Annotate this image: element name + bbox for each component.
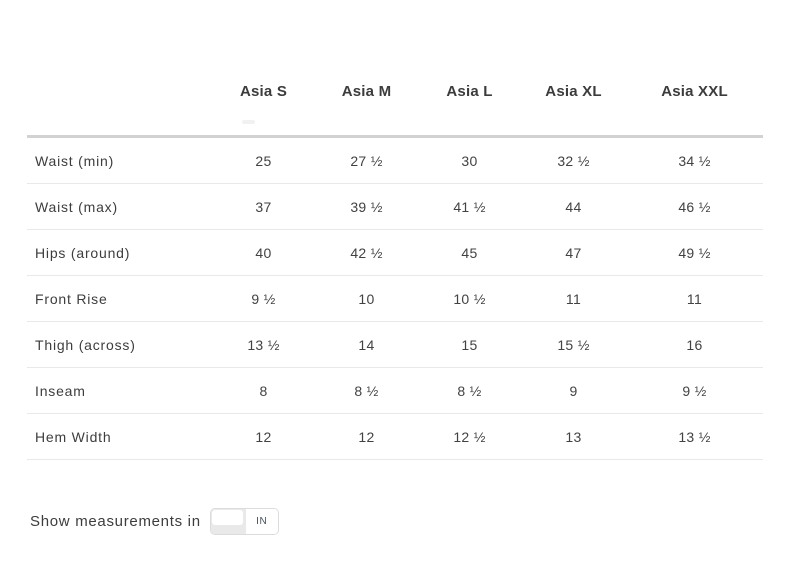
row-label: Front Rise <box>35 290 108 307</box>
measurement-value: 8 ½ <box>457 382 482 399</box>
measurement-value: 12 <box>255 428 272 445</box>
measurement-value: 27 ½ <box>350 152 383 169</box>
measurement-value: 41 ½ <box>453 198 486 215</box>
table-row-hips: Hips (around) 40 42 ½ 45 47 49 ½ <box>27 230 763 276</box>
column-header-asia-s: Asia S <box>239 83 288 100</box>
column-header-asia-xxl: Asia XXL <box>661 83 728 100</box>
column-header-asia-l: Asia L <box>446 83 493 100</box>
measurement-value: 12 ½ <box>453 428 486 445</box>
size-chart-table: Asia S Asia M Asia L Asia XL Asia XXL Wa… <box>27 78 763 535</box>
measurement-value: 9 <box>569 382 578 399</box>
measurement-value: 15 ½ <box>557 336 590 353</box>
row-label: Waist (min) <box>35 152 115 169</box>
measurement-value: 15 <box>461 336 478 353</box>
measurement-value: 16 <box>686 336 703 353</box>
unit-option-in[interactable]: IN <box>245 508 278 534</box>
header-spacer <box>27 78 212 83</box>
measurement-value: 9 ½ <box>251 290 276 307</box>
unit-toggle[interactable]: IN <box>209 507 279 535</box>
measurement-value: 45 <box>461 244 478 261</box>
unit-option-left[interactable] <box>210 508 246 534</box>
column-header-asia-xl: Asia XL <box>545 83 602 100</box>
measurement-value: 30 <box>461 152 478 169</box>
row-label: Waist (max) <box>35 198 118 215</box>
measurement-value: 12 <box>358 428 375 445</box>
table-row-waist-min: Waist (min) 25 27 ½ 30 32 ½ 34 ½ <box>27 138 763 184</box>
table-row-thigh: Thigh (across) 13 ½ 14 15 15 ½ 16 <box>27 322 763 368</box>
measurement-value: 9 ½ <box>682 382 707 399</box>
measurement-value: 44 <box>565 198 582 215</box>
table-row-front-rise: Front Rise 9 ½ 10 10 ½ 11 11 <box>27 276 763 322</box>
show-measurements-label: Show measurements in <box>30 512 201 530</box>
measurement-value: 37 <box>255 198 272 215</box>
row-label: Thigh (across) <box>35 336 136 353</box>
measurement-value: 11 <box>565 290 582 307</box>
row-label: Hips (around) <box>35 244 131 261</box>
unit-selector-row: Show measurements in IN <box>30 507 763 535</box>
measurement-value: 49 ½ <box>678 244 711 261</box>
measurement-value: 8 <box>259 382 268 399</box>
measurement-value: 13 ½ <box>247 336 280 353</box>
row-label: Inseam <box>35 382 86 399</box>
measurement-value: 42 ½ <box>350 244 383 261</box>
toggle-knob <box>211 509 243 525</box>
measurement-value: 47 <box>565 244 582 261</box>
measurement-value: 39 ½ <box>350 198 383 215</box>
table-row-inseam: Inseam 8 8 ½ 8 ½ 9 9 ½ <box>27 368 763 414</box>
column-header-asia-m: Asia M <box>341 83 392 100</box>
measurement-value: 25 <box>255 152 272 169</box>
table-row-hem-width: Hem Width 12 12 12 ½ 13 13 ½ <box>27 414 763 460</box>
row-label: Hem Width <box>35 428 112 445</box>
measurement-value: 32 ½ <box>557 152 590 169</box>
table-header-row: Asia S Asia M Asia L Asia XL Asia XXL <box>27 78 763 138</box>
measurement-value: 8 ½ <box>354 382 379 399</box>
measurement-value: 11 <box>686 290 703 307</box>
measurement-value: 46 ½ <box>678 198 711 215</box>
measurement-value: 40 <box>255 244 272 261</box>
measurement-value: 10 <box>358 290 375 307</box>
measurement-value: 14 <box>358 336 375 353</box>
table-row-waist-max: Waist (max) 37 39 ½ 41 ½ 44 46 ½ <box>27 184 763 230</box>
measurement-value: 13 <box>565 428 582 445</box>
decorative-mark <box>242 120 255 124</box>
measurement-value: 34 ½ <box>678 152 711 169</box>
measurement-value: 10 ½ <box>453 290 486 307</box>
measurement-value: 13 ½ <box>678 428 711 445</box>
